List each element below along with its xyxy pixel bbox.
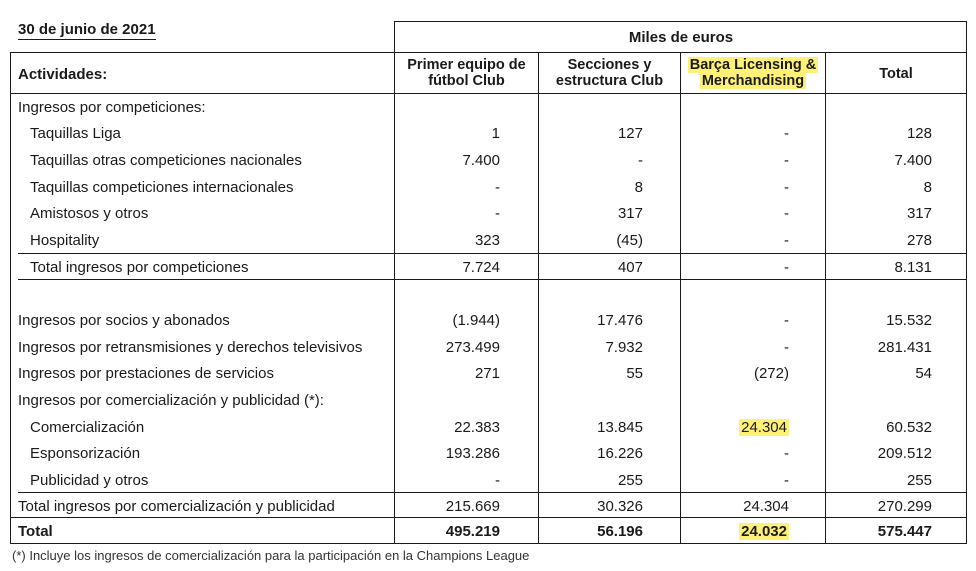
activities-header: Actividades: (18, 66, 108, 83)
column-header-sections: Secciones y estructura Club (555, 57, 664, 89)
table-row: Taquillas otras competiciones nacionales… (30, 152, 932, 169)
footnote: (*) Incluye los ingresos de comercializa… (12, 548, 530, 563)
table-row: Taquillas competiciones internacionales … (30, 179, 932, 196)
divider-col2-left (538, 52, 539, 544)
divider-table-left (10, 52, 11, 544)
table-row: Ingresos por socios y abonados (1.944) 1… (18, 312, 932, 329)
table-row: Amistosos y otros - 317 - 317 (30, 205, 932, 222)
table-bottom-border (10, 543, 967, 544)
column-header-first-team: Primer equipo de fútbol Club (407, 57, 526, 89)
highlighted-value: 24.032 (739, 523, 789, 540)
table-row: Comercialización 22.383 13.845 24.304 60… (30, 419, 932, 436)
subtotal-competitions-top (18, 253, 967, 254)
table-date-title: 30 de junio de 2021 (18, 21, 156, 40)
subtotal-row: Total ingresos por competiciones 7.724 4… (30, 259, 932, 276)
units-label: Miles de euros (628, 29, 734, 46)
total-row: Total 495.219 56.196 24.032 575.447 (18, 523, 932, 540)
column-header-licensing: Barça Licensing & Merchandising (687, 57, 819, 89)
table-row: Ingresos por retransmisiones y derechos … (18, 339, 932, 356)
table-row: Ingresos por prestaciones de servicios 2… (18, 365, 932, 382)
subtotal-row: Total ingresos por comercialización y pu… (18, 498, 932, 515)
divider-col3-left (680, 52, 681, 544)
table-row: Publicidad y otros - 255 - 255 (30, 472, 932, 489)
divider-table-right (966, 21, 967, 544)
table-row: Ingresos por comercialización y publicid… (18, 392, 324, 409)
header-bottom-border (10, 93, 967, 94)
units-top-border (394, 21, 967, 22)
divider-col1-left (394, 21, 395, 544)
table-row: Esponsorización 193.286 16.226 - 209.512 (30, 445, 932, 462)
header-top-border (10, 52, 967, 53)
table-row: Taquillas Liga 1 127 - 128 (30, 125, 932, 142)
table-row: Hospitality 323 (45) - 278 (30, 232, 932, 249)
divider-col4-left (825, 52, 826, 544)
total-top-border (10, 517, 967, 518)
highlighted-value: 24.304 (739, 419, 789, 436)
subtotal-competitions-bottom (18, 279, 967, 280)
column-header-total: Total (879, 66, 913, 82)
subtotal-commercial-top (18, 492, 967, 493)
table-row: Ingresos por competiciones: (18, 99, 206, 116)
